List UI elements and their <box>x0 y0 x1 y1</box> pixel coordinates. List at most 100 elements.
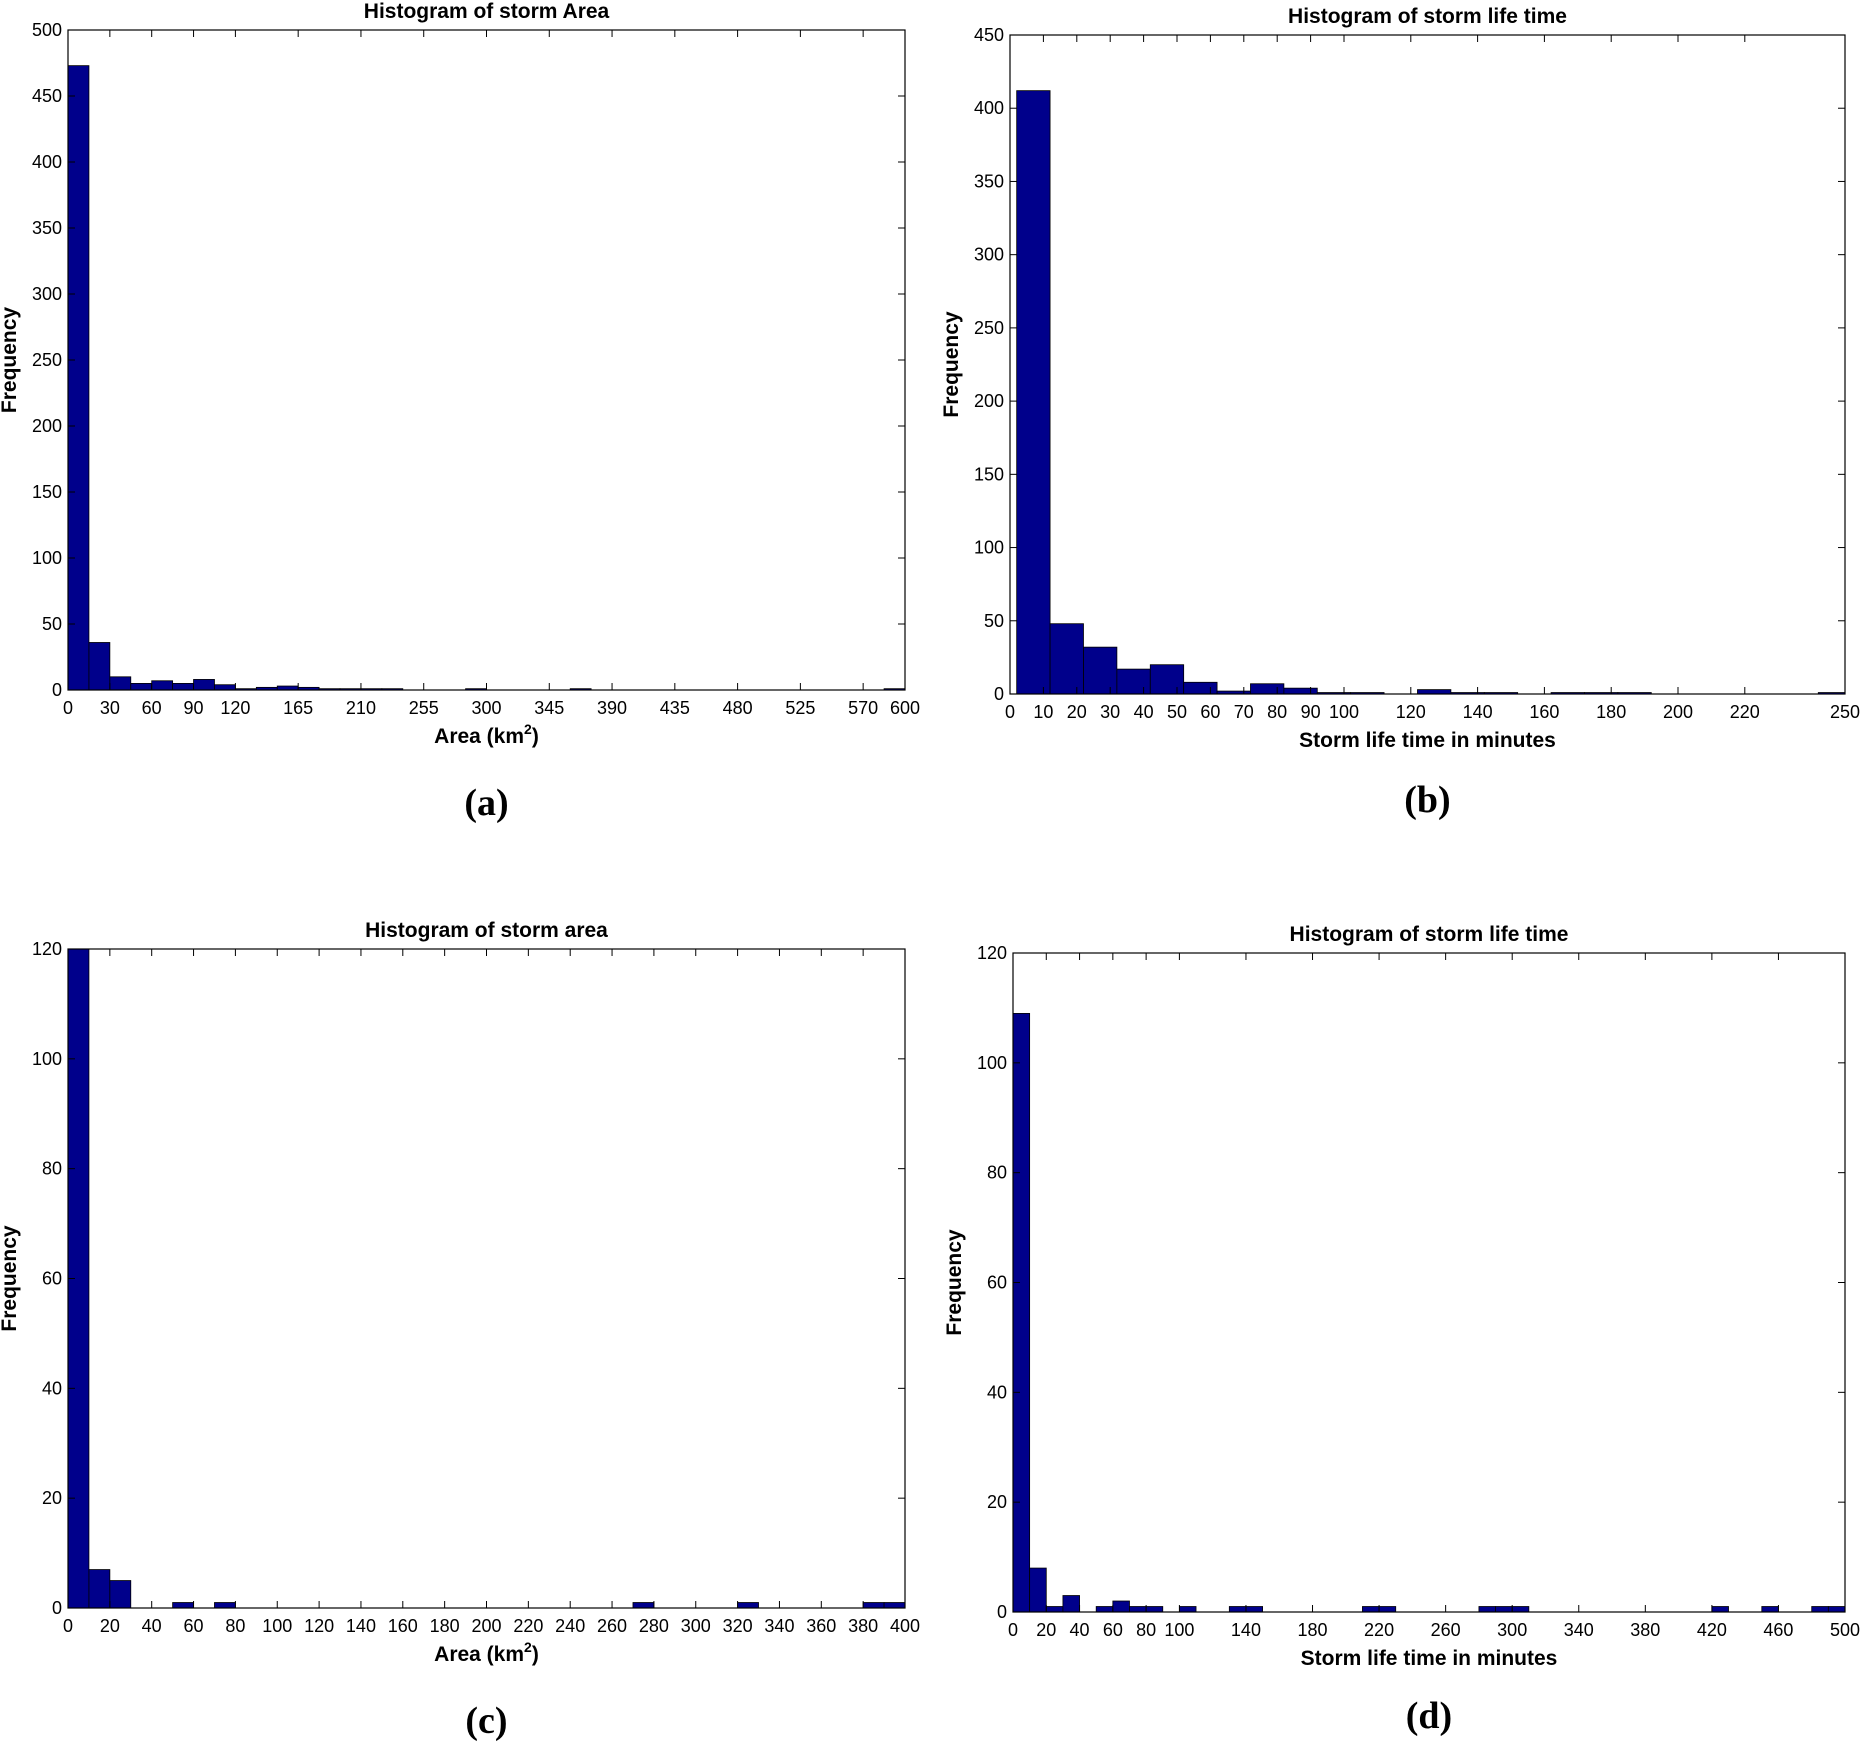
y-tick-label: 100 <box>32 1049 62 1069</box>
histogram-bar <box>1811 1606 1829 1613</box>
panel-label: (d) <box>1406 1695 1452 1737</box>
histogram-bar <box>1711 1606 1729 1613</box>
x-tick-label: 260 <box>1431 1620 1461 1640</box>
y-tick-label: 200 <box>32 416 62 436</box>
y-tick-label: 300 <box>32 284 62 304</box>
histogram-bar <box>1149 664 1185 695</box>
x-tick-label: 360 <box>806 1616 836 1636</box>
x-axis-label: Storm life time in minutes <box>1299 729 1556 752</box>
y-tick-label: 200 <box>974 391 1004 411</box>
x-tick-label: 200 <box>471 1616 501 1636</box>
x-tick-label: 255 <box>409 698 439 718</box>
histogram-bar <box>1095 1606 1114 1613</box>
x-tick-label: 20 <box>1067 702 1087 722</box>
x-tick-label: 420 <box>1697 1620 1727 1640</box>
x-tick-label: 80 <box>225 1616 245 1636</box>
x-tick-label: 40 <box>1070 1620 1090 1640</box>
x-tick-label: 240 <box>555 1616 585 1636</box>
y-tick-label: 80 <box>987 1163 1007 1183</box>
x-tick-label: 90 <box>1301 702 1321 722</box>
x-tick-label: 60 <box>184 1616 204 1636</box>
histogram-bar <box>1511 1606 1530 1613</box>
histogram-bar <box>1250 683 1285 695</box>
y-tick-label: 350 <box>32 218 62 238</box>
y-tick-label: 150 <box>974 464 1004 484</box>
x-tick-label: 20 <box>1036 1620 1056 1640</box>
plot-frame <box>1009 34 1846 695</box>
x-tick-label: 120 <box>220 698 250 718</box>
histogram-bar <box>1362 1606 1380 1613</box>
x-tick-label: 300 <box>681 1616 711 1636</box>
x-tick-label: 30 <box>100 698 120 718</box>
histogram-bar <box>1245 1606 1263 1613</box>
y-axis-label: Frequency <box>943 1229 966 1336</box>
x-tick-label: 525 <box>785 698 815 718</box>
x-tick-label: 180 <box>430 1616 460 1636</box>
histogram-bar <box>1116 668 1151 695</box>
histogram-bar <box>1183 681 1218 695</box>
x-tick-label: 0 <box>1005 702 1015 722</box>
y-tick-label: 400 <box>974 98 1004 118</box>
histogram-bar <box>1495 1606 1513 1613</box>
histogram-bar <box>1129 1606 1147 1613</box>
x-tick-label: 220 <box>1730 702 1760 722</box>
x-axis-label: Area (km2) <box>434 721 539 748</box>
histogram-bar <box>172 683 194 691</box>
x-tick-label: 250 <box>1830 702 1860 722</box>
histogram-bar <box>1478 1606 1496 1613</box>
y-axis-label: Frequency <box>0 307 21 414</box>
x-tick-label: 165 <box>283 698 313 718</box>
plot-frame <box>1012 952 1846 1613</box>
histogram-bar <box>1029 1567 1047 1613</box>
y-tick-label: 60 <box>42 1269 62 1289</box>
y-tick-label: 250 <box>32 350 62 370</box>
y-tick-label: 100 <box>977 1053 1007 1073</box>
histogram-bar <box>883 1602 906 1609</box>
x-tick-label: 140 <box>1231 1620 1261 1640</box>
x-tick-label: 50 <box>1167 702 1187 722</box>
x-tick-label: 500 <box>1830 1620 1860 1640</box>
x-tick-label: 210 <box>346 698 376 718</box>
y-tick-label: 100 <box>32 548 62 568</box>
y-tick-label: 0 <box>994 684 1004 704</box>
histogram-bar <box>1283 687 1318 695</box>
x-tick-label: 10 <box>1033 702 1053 722</box>
x-tick-label: 140 <box>1463 702 1493 722</box>
histogram-bar <box>1083 646 1118 695</box>
x-tick-label: 340 <box>1564 1620 1594 1640</box>
y-tick-label: 150 <box>32 482 62 502</box>
panel-label: (b) <box>1404 779 1450 821</box>
x-tick-label: 20 <box>100 1616 120 1636</box>
histogram-bar <box>1012 1013 1031 1613</box>
x-tick-label: 180 <box>1596 702 1626 722</box>
histogram-bar <box>1145 1606 1164 1613</box>
y-tick-label: 40 <box>987 1382 1007 1402</box>
y-tick-label: 80 <box>42 1159 62 1179</box>
histogram-bar <box>67 65 90 691</box>
x-tick-label: 570 <box>848 698 878 718</box>
y-tick-label: 60 <box>987 1273 1007 1293</box>
histogram-bar <box>1378 1606 1397 1613</box>
x-tick-label: 600 <box>890 698 920 718</box>
y-tick-label: 0 <box>52 680 62 700</box>
panel-label: (a) <box>464 782 508 824</box>
x-tick-label: 480 <box>723 698 753 718</box>
y-tick-label: 20 <box>42 1488 62 1508</box>
x-tick-label: 220 <box>513 1616 543 1636</box>
histogram-bar <box>1045 1606 1064 1613</box>
x-tick-label: 300 <box>471 698 501 718</box>
histogram-bar <box>109 676 132 691</box>
chart-title: Histogram of storm area <box>365 919 608 942</box>
histogram-bar <box>88 642 111 691</box>
x-tick-label: 40 <box>1134 702 1154 722</box>
x-tick-label: 400 <box>890 1616 920 1636</box>
y-tick-label: 20 <box>987 1492 1007 1512</box>
y-tick-label: 250 <box>974 318 1004 338</box>
histogram-bar <box>88 1569 111 1609</box>
x-tick-label: 100 <box>262 1616 292 1636</box>
x-tick-label: 390 <box>597 698 627 718</box>
x-tick-label: 30 <box>1100 702 1120 722</box>
y-axis-label: Frequency <box>940 311 963 418</box>
y-tick-label: 0 <box>997 1602 1007 1622</box>
